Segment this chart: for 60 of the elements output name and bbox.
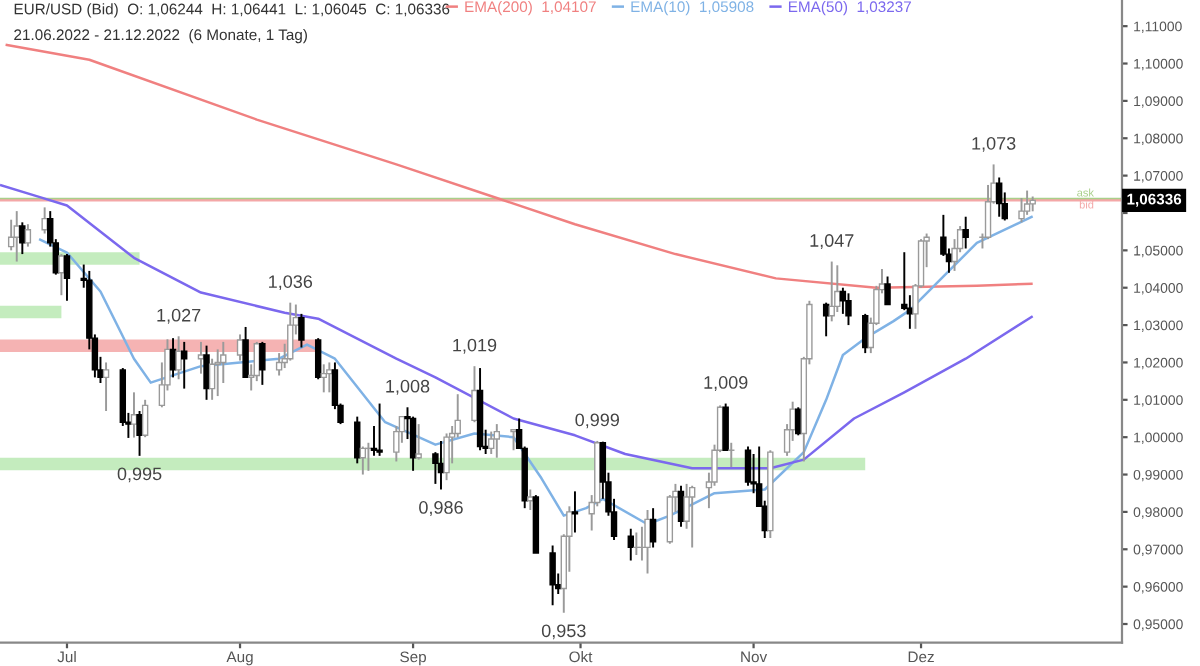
candlestick (208, 357, 216, 401)
candlestick (644, 509, 651, 575)
candlestick (203, 344, 210, 401)
candlestick (795, 406, 802, 437)
candlestick (527, 488, 534, 512)
line-series (0, 183, 1034, 470)
candlestick (314, 337, 322, 381)
candlestick (1023, 189, 1031, 216)
candlestick (259, 340, 266, 386)
annotation: 1,009 (704, 376, 748, 391)
candlestick (688, 484, 696, 549)
candlestick (493, 423, 501, 459)
candlestick (275, 352, 283, 377)
candlestick (287, 301, 294, 362)
candlestick (141, 398, 149, 439)
candlestick (24, 223, 32, 248)
candlestick (471, 365, 478, 424)
candlestick (415, 423, 422, 461)
candlestick (175, 335, 182, 381)
candlestick (822, 301, 830, 338)
annotation: 1,073 (972, 136, 1016, 152)
candlestick (376, 402, 383, 457)
candlestick (845, 292, 852, 327)
annotation: 1,047 (810, 234, 854, 250)
candlestick (58, 253, 65, 297)
candlestick (409, 415, 417, 472)
candlestick (649, 507, 657, 549)
annotation: 1,019 (453, 338, 497, 354)
candlestick (510, 428, 517, 452)
candlestick (63, 253, 71, 302)
candlestick (136, 410, 143, 457)
candlestick (962, 215, 969, 250)
candlestick (298, 312, 305, 349)
candlestick (722, 402, 729, 452)
candlestick (19, 221, 26, 256)
candlestick (102, 361, 110, 412)
candlestick (443, 432, 450, 482)
candlestick (862, 312, 869, 355)
annotation: 0,999 (575, 413, 620, 429)
candlestick (627, 527, 634, 562)
candlestick (549, 544, 556, 607)
candlestick (320, 363, 327, 394)
candlestick (744, 445, 752, 487)
candlestick (884, 275, 891, 306)
candlestick (995, 176, 1003, 218)
annotation: 1,008 (386, 379, 430, 395)
annotation: 1,036 (269, 275, 313, 291)
candlestick (41, 206, 48, 235)
candlestick (242, 325, 249, 379)
annotation: 0,995 (117, 467, 162, 483)
annotation: 0,953 (541, 624, 586, 640)
annotation: 1,027 (157, 308, 201, 324)
candlestick (1018, 197, 1025, 224)
candlestick (488, 430, 495, 455)
candlestick (214, 348, 221, 398)
annotation: 0,986 (419, 501, 463, 516)
candlestick (571, 490, 579, 534)
candlestick (354, 415, 361, 465)
candlestick (834, 264, 841, 313)
candlestick (326, 361, 333, 394)
